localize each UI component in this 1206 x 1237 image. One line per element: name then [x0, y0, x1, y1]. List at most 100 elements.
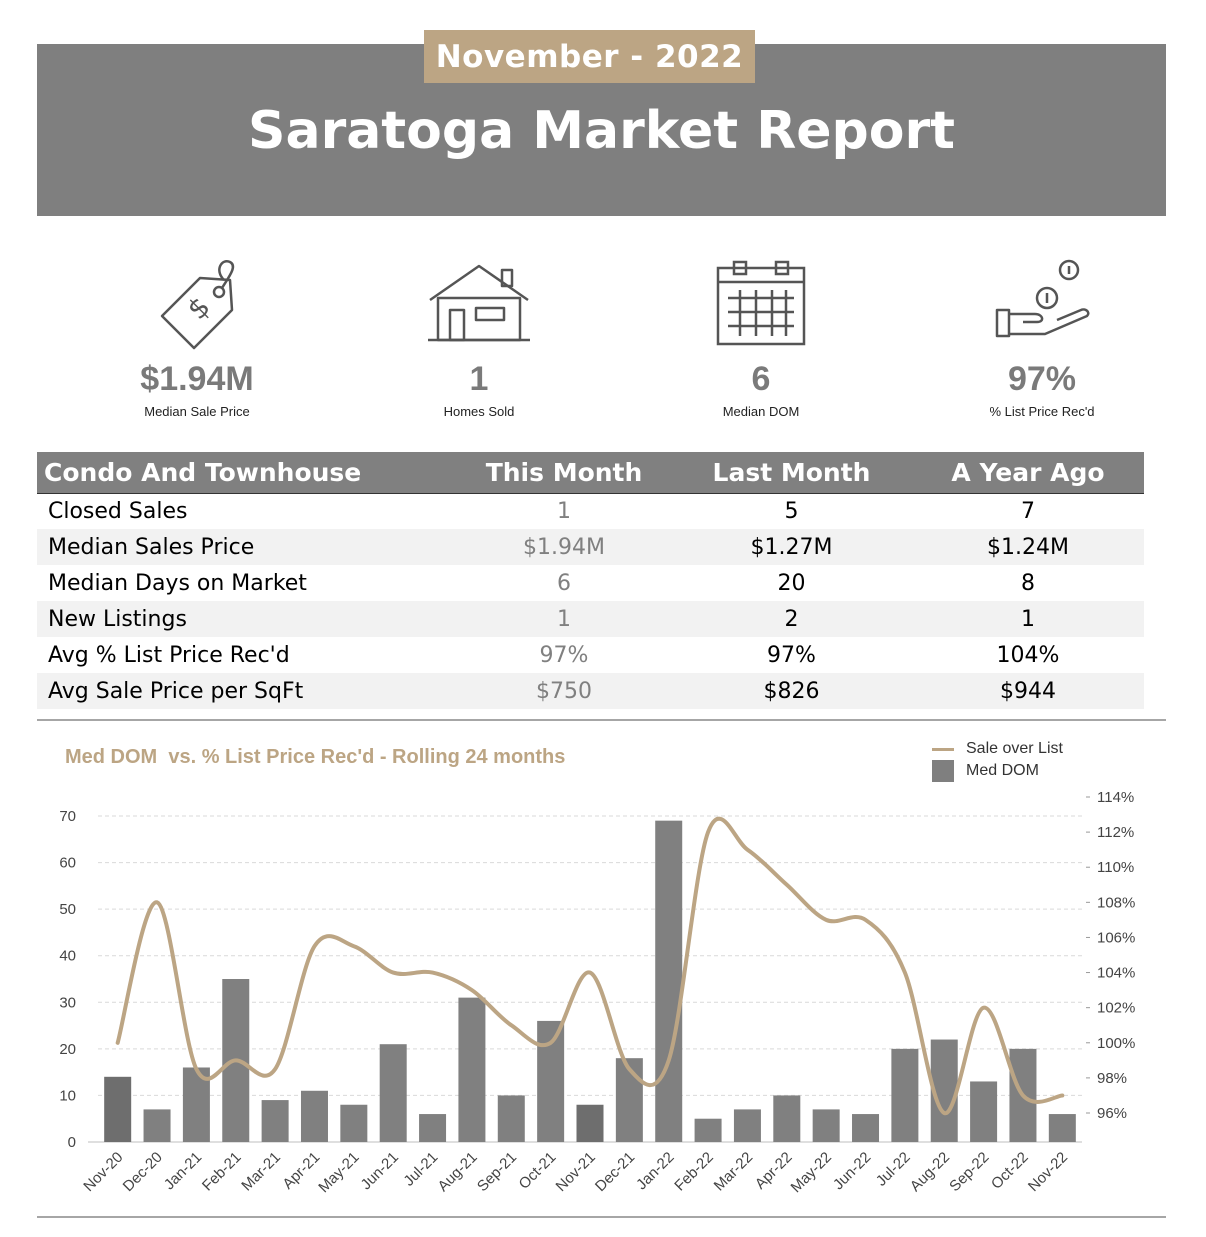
bar-med-dom: [655, 820, 683, 1142]
stat-value: $1.94M: [140, 360, 254, 398]
x-axis-tick-label: Mar-22: [711, 1149, 757, 1195]
cell-last-month: 20: [777, 570, 806, 596]
x-axis-tick-label: Sep-21: [474, 1149, 520, 1195]
bar-med-dom: [340, 1104, 368, 1142]
row-label: Avg % List Price Rec'd: [48, 642, 290, 668]
table-row: Avg Sale Price per SqFt $750 $826 $944: [37, 673, 1144, 709]
left-axis-tick-label: 0: [68, 1134, 76, 1151]
stat-value: 1: [469, 360, 489, 398]
cell-year-ago: $1.24M: [912, 529, 1144, 565]
comparison-table: Condo And Townhouse This Month Last Mont…: [37, 452, 1144, 709]
x-axis-tick-label: Dec-20: [120, 1149, 166, 1195]
x-axis-tick-label: Jan-21: [161, 1149, 205, 1193]
bar-med-dom: [576, 1104, 604, 1142]
table-row: Median Sales Price $1.94M $1.27M $1.24M: [37, 529, 1144, 565]
x-axis-tick-label: Nov-20: [80, 1149, 126, 1195]
x-axis-tick-label: Oct-22: [988, 1149, 1032, 1193]
x-axis-tick-label: Feb-21: [199, 1149, 245, 1195]
right-axis-tick-label: 112%: [1097, 824, 1134, 841]
bar-med-dom: [1048, 1114, 1076, 1142]
bar-med-dom: [891, 1048, 919, 1142]
x-axis-tick-label: Nov-22: [1025, 1149, 1071, 1195]
row-label: Median Days on Market: [48, 570, 307, 596]
x-axis-tick-label: Mar-21: [238, 1149, 284, 1195]
stat-label: Median DOM: [722, 404, 800, 419]
right-axis-tick-label: 106%: [1097, 929, 1135, 946]
left-axis-tick-label: 30: [59, 994, 76, 1011]
column-header: This Month: [457, 452, 671, 493]
chart-title: Med DOM vs. % List Price Rec'd - Rolling…: [65, 746, 566, 768]
x-axis-tick-label: Jun-21: [358, 1149, 402, 1193]
divider: [37, 1216, 1166, 1218]
x-axis-tick-label: Jun-22: [830, 1149, 874, 1193]
stat-median-sale-price: $ $1.94M Median Sale Price: [77, 258, 317, 428]
right-axis-tick-label: 98%: [1097, 1070, 1127, 1087]
cell-last-month: 97%: [767, 642, 816, 668]
house-icon: [359, 258, 599, 358]
hand-coins-icon: [922, 258, 1162, 358]
cell-last-month: $826: [671, 673, 912, 709]
row-label: Median Sales Price: [37, 529, 457, 565]
page-title: Saratoga Market Report: [248, 101, 955, 161]
cell-this-month: $750: [457, 673, 671, 709]
cell-year-ago: $944: [912, 673, 1144, 709]
chart-legend: Sale over List Med DOM: [932, 738, 1063, 782]
table-header-divider: [37, 493, 1144, 494]
table-header-row: Condo And Townhouse This Month Last Mont…: [37, 452, 1144, 493]
x-axis-tick-label: May-21: [315, 1149, 362, 1196]
bar-med-dom: [458, 997, 486, 1142]
dom-vs-list-price-chart: 0 10 20 30 40 50 60 70 96% 98% 100% 102% 104% 106% 108…: [59, 789, 1135, 1196]
table-row: New Listings 1 2 1: [37, 601, 1144, 637]
left-axis-tick-label: 50: [59, 901, 76, 918]
x-axis-tick-label: Nov-21: [553, 1149, 599, 1195]
x-axis-tick-label: Feb-22: [671, 1149, 717, 1195]
x-axis-tick-label: Sep-22: [946, 1149, 992, 1195]
bar-med-dom: [733, 1109, 761, 1142]
cell-last-month: 5: [784, 498, 799, 524]
cell-year-ago: 8: [1021, 570, 1035, 596]
bar-med-dom: [694, 1118, 722, 1142]
right-axis-tick-label: 102%: [1097, 1000, 1135, 1017]
stat-median-dom: 6 Median DOM: [641, 258, 881, 428]
legend-label: Med DOM: [966, 762, 1039, 779]
stat-value: 97%: [1007, 360, 1077, 398]
price-tag-icon: $: [77, 258, 317, 358]
table-row: Avg % List Price Rec'd 97% 97% 104%: [37, 637, 1144, 673]
x-axis-tick-label: Oct-21: [516, 1149, 560, 1193]
x-axis-tick-label: Dec-21: [592, 1149, 638, 1195]
bar-med-dom: [970, 1081, 998, 1142]
cell-this-month: $1.94M: [457, 529, 671, 565]
bar-med-dom: [300, 1090, 328, 1142]
x-axis-tick-label: Aug-21: [435, 1149, 481, 1195]
left-axis-tick-label: 70: [59, 808, 76, 825]
legend-line-swatch: [932, 747, 954, 751]
left-axis-tick-label: 40: [59, 948, 76, 965]
stat-value: 6: [751, 360, 771, 398]
legend-entry-med-dom: Med DOM: [932, 760, 1063, 782]
bar-med-dom: [104, 1076, 132, 1142]
left-axis-tick-label: 60: [59, 855, 76, 872]
right-axis-tick-label: 104%: [1097, 965, 1135, 982]
right-axis-tick-label: 114%: [1097, 789, 1134, 806]
bar-med-dom: [812, 1109, 840, 1142]
stat-label: Homes Sold: [443, 404, 515, 419]
bar-med-dom: [419, 1114, 447, 1142]
right-axis-tick-label: 108%: [1097, 894, 1135, 911]
calendar-icon: [641, 258, 881, 358]
cell-this-month: 97%: [539, 642, 589, 668]
x-axis-tick-label: Jan-22: [633, 1149, 677, 1193]
cell-last-month: $1.27M: [671, 529, 912, 565]
stat-list-price-received: 97% % List Price Rec'd: [922, 258, 1162, 428]
stat-homes-sold: 1 Homes Sold: [359, 258, 599, 428]
column-header: Last Month: [671, 452, 912, 493]
row-label: Closed Sales: [48, 498, 188, 524]
table-row: Closed Sales 1 5 7: [37, 493, 1144, 529]
bar-med-dom: [615, 1058, 643, 1142]
bar-med-dom: [143, 1109, 171, 1142]
cell-year-ago: 7: [1021, 498, 1035, 524]
right-axis-tick-label: 96%: [1097, 1105, 1127, 1122]
legend-bar-swatch: [932, 760, 954, 782]
bar-med-dom: [379, 1044, 407, 1142]
cell-year-ago: 1: [912, 601, 1144, 637]
bar-med-dom: [773, 1095, 801, 1142]
